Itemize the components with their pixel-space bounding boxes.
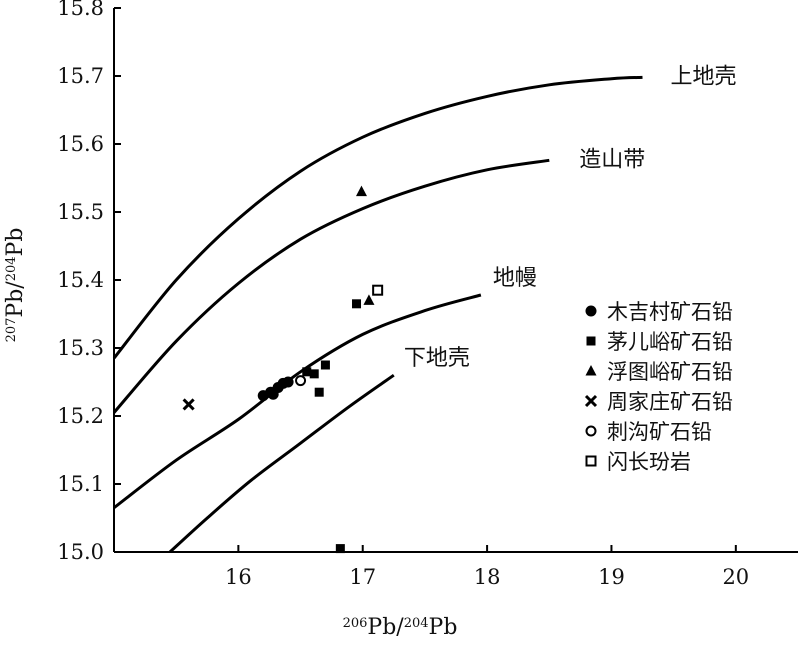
x-tick-label: 16 xyxy=(225,565,252,589)
y-tick-label: 15.2 xyxy=(57,404,104,428)
y-tick-label: 15.7 xyxy=(57,64,104,88)
x-axis-title: 206Pb/204Pb xyxy=(343,615,458,640)
legend-label: 闪长玢岩 xyxy=(607,450,691,474)
x-tick-label: 20 xyxy=(722,565,749,589)
legend-marker-circle xyxy=(585,305,597,317)
curve-line xyxy=(168,373,395,554)
curve-label: 造山带 xyxy=(579,147,645,172)
y-tick-label: 15.4 xyxy=(57,268,104,292)
data-point-square xyxy=(335,544,345,554)
data-point-square xyxy=(314,387,324,397)
legend-marker-triangle xyxy=(585,365,597,376)
legend-label: 木吉村矿石铅 xyxy=(607,300,733,324)
x-tick-label: 17 xyxy=(349,565,376,589)
data-point-square xyxy=(352,299,362,309)
y-tick-label: 15.0 xyxy=(57,540,104,564)
cross-stroke xyxy=(584,394,598,408)
axes: 15.0 15.1 15.2 15.3 15.4 15.5 15.6 15.7 15.8 16 17… xyxy=(3,0,798,640)
curve-label: 下地壳 xyxy=(404,346,470,371)
y-tick-label: 15.3 xyxy=(57,336,104,360)
data-point-square xyxy=(309,369,319,379)
curve-line xyxy=(112,75,643,360)
curve-line xyxy=(113,293,482,509)
curve-label: 地幔 xyxy=(493,266,537,291)
data-point-square xyxy=(302,367,312,377)
legend-label: 茅儿峪矿石铅 xyxy=(607,330,733,354)
data-point-square xyxy=(320,360,330,370)
y-tick-label: 15.8 xyxy=(57,0,104,20)
data-point-triangle xyxy=(363,294,375,305)
legend-label: 浮图峪矿石铅 xyxy=(607,360,733,384)
x-tick-label: 18 xyxy=(474,565,501,589)
y-axis-title: 207Pb/204Pb xyxy=(3,228,28,343)
legend-marker-cross xyxy=(584,394,598,408)
data-point-open-circle xyxy=(295,375,307,387)
data-point-cross xyxy=(182,398,195,411)
data-point-circle xyxy=(282,376,294,388)
legend-marker-open-square xyxy=(585,455,597,467)
legend-label: 周家庄矿石铅 xyxy=(607,390,733,414)
curve-line xyxy=(112,158,550,414)
y-tick-label: 15.6 xyxy=(57,132,104,156)
y-tick-label: 15.5 xyxy=(57,200,104,224)
cross-stroke xyxy=(182,398,195,411)
legend-marker-square xyxy=(586,336,596,346)
x-tick-label: 19 xyxy=(598,565,625,589)
data-point-triangle xyxy=(355,185,367,197)
y-tick-label: 15.1 xyxy=(57,472,104,496)
legend-label: 刺沟矿石铅 xyxy=(607,420,712,444)
data-point-open-square xyxy=(372,284,384,296)
data-points xyxy=(182,185,384,554)
curve-label: 上地壳 xyxy=(671,64,737,89)
legend-marker-open-circle xyxy=(585,425,597,437)
